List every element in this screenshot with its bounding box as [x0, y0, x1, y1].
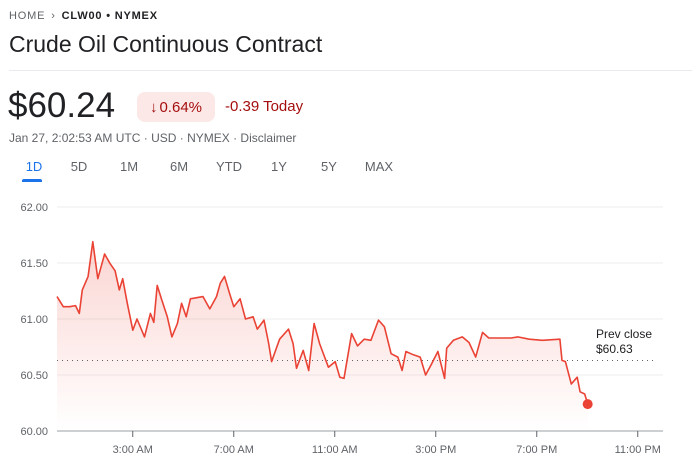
y-tick-label: 60.50	[20, 370, 48, 382]
prev-close-value: $60.63	[596, 342, 633, 356]
change-percent: 0.64%	[159, 98, 203, 116]
tab-max[interactable]: MAX	[364, 159, 394, 174]
x-tick-label: 3:00 AM	[113, 444, 153, 456]
breadcrumb: HOME › CLW00 • NYMEX	[9, 10, 158, 22]
tab-1d[interactable]: 1D	[14, 159, 54, 182]
current-price: $60.24	[8, 86, 116, 125]
tab-ytd[interactable]: YTD	[216, 159, 242, 174]
quote-meta: Jan 27, 2:02:53 AM UTC · USD · NYMEX · D…	[9, 131, 297, 145]
x-tick-label: 11:00 PM	[615, 444, 661, 456]
y-tick-label: 62.00	[20, 202, 48, 214]
price-area	[57, 241, 588, 431]
last-price-dot	[582, 399, 593, 410]
y-tick-label: 61.50	[20, 258, 48, 270]
page-title: Crude Oil Continuous Contract	[9, 31, 323, 57]
y-tick-label: 61.00	[20, 314, 48, 326]
arrow-down-icon: ↓	[149, 98, 158, 116]
tab-1y[interactable]: 1Y	[271, 159, 287, 174]
tab-1m[interactable]: 1M	[119, 159, 139, 174]
y-tick-label: 60.00	[20, 426, 48, 438]
price-line	[56, 240, 589, 405]
change-today: -0.39 Today	[225, 98, 304, 115]
price-chart[interactable]: 62.00 61.50 61.00 60.50 60.00 Prev close $60…	[0, 190, 692, 467]
change-percent-badge: ↓ 0.64%	[137, 92, 215, 122]
divider	[9, 70, 692, 71]
x-tick-label: 7:00 AM	[214, 444, 254, 456]
tab-5y[interactable]: 5Y	[321, 159, 337, 174]
x-tick-label: 11:00 AM	[312, 444, 358, 456]
x-tick-label: 3:00 PM	[415, 444, 456, 456]
tab-5d[interactable]: 5D	[70, 159, 88, 174]
x-tick-label: 7:00 PM	[516, 444, 557, 456]
prev-close-label: Prev close	[596, 327, 652, 341]
range-tabs: 1D 5D 1M 6M YTD 1Y 5Y MAX	[14, 159, 404, 182]
chevron-right-icon: ›	[51, 10, 56, 22]
breadcrumb-ticker: CLW00 • NYMEX	[61, 10, 158, 22]
breadcrumb-home-link[interactable]: HOME	[9, 10, 46, 22]
tab-6m[interactable]: 6M	[169, 159, 189, 174]
